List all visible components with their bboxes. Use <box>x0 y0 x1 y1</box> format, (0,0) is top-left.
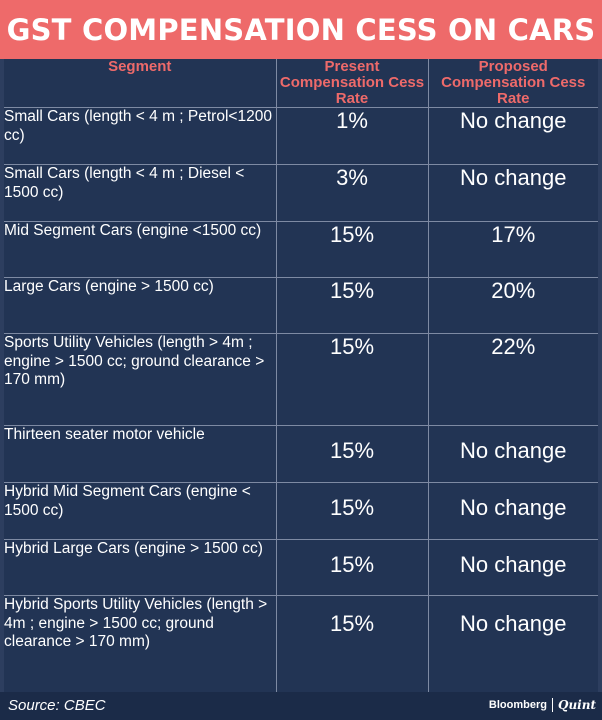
segment-cell: Mid Segment Cars (engine <1500 cc) <box>4 221 277 278</box>
proposed-rate-cell: No change <box>428 164 598 222</box>
table-row: Sports Utility Vehicles (length > 4m ; e… <box>4 333 598 426</box>
header-row: Segment Present Compensation Cess Rate P… <box>4 59 598 108</box>
segment-cell: Small Cars (length < 4 m ; Diesel < 1500… <box>4 164 277 222</box>
proposed-rate-cell: No change <box>428 107 598 165</box>
proposed-rate-cell: No change <box>428 425 598 483</box>
present-rate-cell: 15% <box>276 425 429 483</box>
proposed-rate-cell: No change <box>460 611 567 636</box>
present-rate-cell: 3% <box>276 164 429 222</box>
brand-logo: Bloomberg Quint <box>489 698 596 712</box>
present-rate-cell: 15% <box>276 221 429 278</box>
brand-divider <box>551 698 553 712</box>
quint-wordmark: Quint <box>557 698 596 712</box>
segment-cell: Hybrid Mid Segment Cars (engine < 1500 c… <box>4 482 277 540</box>
footer-bar: Source: CBEC Bloomberg Quint <box>0 692 602 720</box>
proposed-rate-cell: 17% <box>428 221 598 278</box>
segment-cell: Hybrid Large Cars (engine > 1500 cc) <box>4 539 277 596</box>
table-row: Small Cars (length < 4 m ; Petrol<1200 c… <box>4 107 598 165</box>
cess-table: Segment Present Compensation Cess Rate P… <box>4 59 598 693</box>
present-rate-cell: 1% <box>276 107 429 165</box>
proposed-rate-cell: 20% <box>428 277 598 334</box>
column-header-proposed-rate: Proposed Compensation Cess Rate <box>428 59 598 108</box>
segment-cell: Thirteen seater motor vehicle <box>4 425 277 483</box>
table-row: Hybrid Sports Utility Vehicles (length >… <box>4 595 598 693</box>
column-header-segment: Segment <box>4 59 277 108</box>
column-header-present-rate: Present Compensation Cess Rate <box>276 59 429 108</box>
present-rate-cell: 15% <box>276 595 429 693</box>
present-rate-cell: 15% <box>276 277 429 334</box>
segment-cell: Small Cars (length < 4 m ; Petrol<1200 c… <box>4 107 277 165</box>
table-row: Small Cars (length < 4 m ; Diesel < 1500… <box>4 164 598 222</box>
segment-cell: Large Cars (engine > 1500 cc) <box>4 277 277 334</box>
source-note: Source: CBEC <box>8 697 106 714</box>
proposed-rate-cell: 22% <box>428 333 598 426</box>
present-rate-cell: 15% <box>276 482 429 540</box>
table-row: Thirteen seater motor vehicle 15% No cha… <box>4 425 598 483</box>
proposed-rate-cell: No change <box>428 482 598 540</box>
table-row: Hybrid Large Cars (engine > 1500 cc) 15%… <box>4 539 598 596</box>
table-row: Hybrid Mid Segment Cars (engine < 1500 c… <box>4 482 598 540</box>
present-rate-cell: 15% <box>276 333 429 426</box>
bloomberg-wordmark: Bloomberg <box>488 699 547 711</box>
title-banner: GST COMPENSATION CESS ON CARS <box>0 0 602 59</box>
segment-cell: Hybrid Sports Utility Vehicles (length >… <box>4 595 277 693</box>
segment-cell: Sports Utility Vehicles (length > 4m ; e… <box>4 333 277 426</box>
proposed-rate-cell: No change <box>428 539 598 596</box>
page-title: GST COMPENSATION CESS ON CARS <box>6 12 596 47</box>
table-row: Mid Segment Cars (engine <1500 cc) 15% 1… <box>4 221 598 278</box>
table-row: Large Cars (engine > 1500 cc) 15% 20% <box>4 277 598 334</box>
present-rate-cell: 15% <box>276 539 429 596</box>
